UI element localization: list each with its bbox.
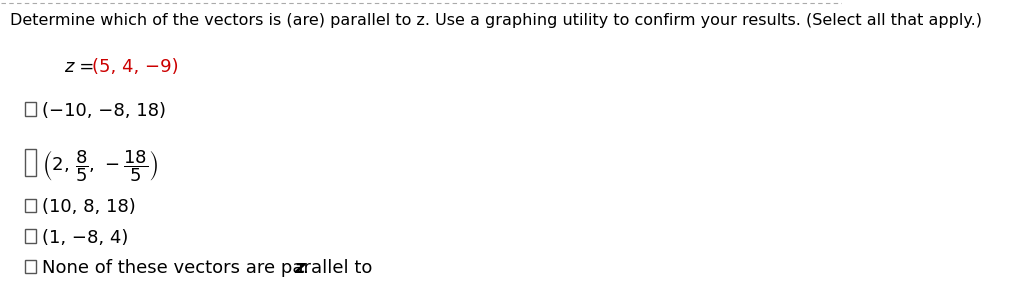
Text: (−10, −8, 18): (−10, −8, 18) <box>42 102 165 120</box>
Text: $\left(2,\,\dfrac{8}{5},\,-\dfrac{18}{5}\right)$: $\left(2,\,\dfrac{8}{5},\,-\dfrac{18}{5}… <box>42 149 158 184</box>
FancyBboxPatch shape <box>25 199 36 212</box>
Text: (1, −8, 4): (1, −8, 4) <box>42 229 128 247</box>
Text: z =: z = <box>65 58 101 76</box>
FancyBboxPatch shape <box>25 229 36 243</box>
Text: Determine which of the vectors is (are) parallel to z. Use a graphing utility to: Determine which of the vectors is (are) … <box>10 13 982 28</box>
FancyBboxPatch shape <box>25 149 36 176</box>
FancyBboxPatch shape <box>25 102 36 116</box>
Text: (5, 4, −9): (5, 4, −9) <box>92 58 179 76</box>
Text: .: . <box>302 259 308 277</box>
Text: (10, 8, 18): (10, 8, 18) <box>42 198 136 216</box>
Text: z: z <box>294 259 304 277</box>
Text: None of these vectors are parallel to: None of these vectors are parallel to <box>42 259 378 277</box>
FancyBboxPatch shape <box>25 260 36 273</box>
